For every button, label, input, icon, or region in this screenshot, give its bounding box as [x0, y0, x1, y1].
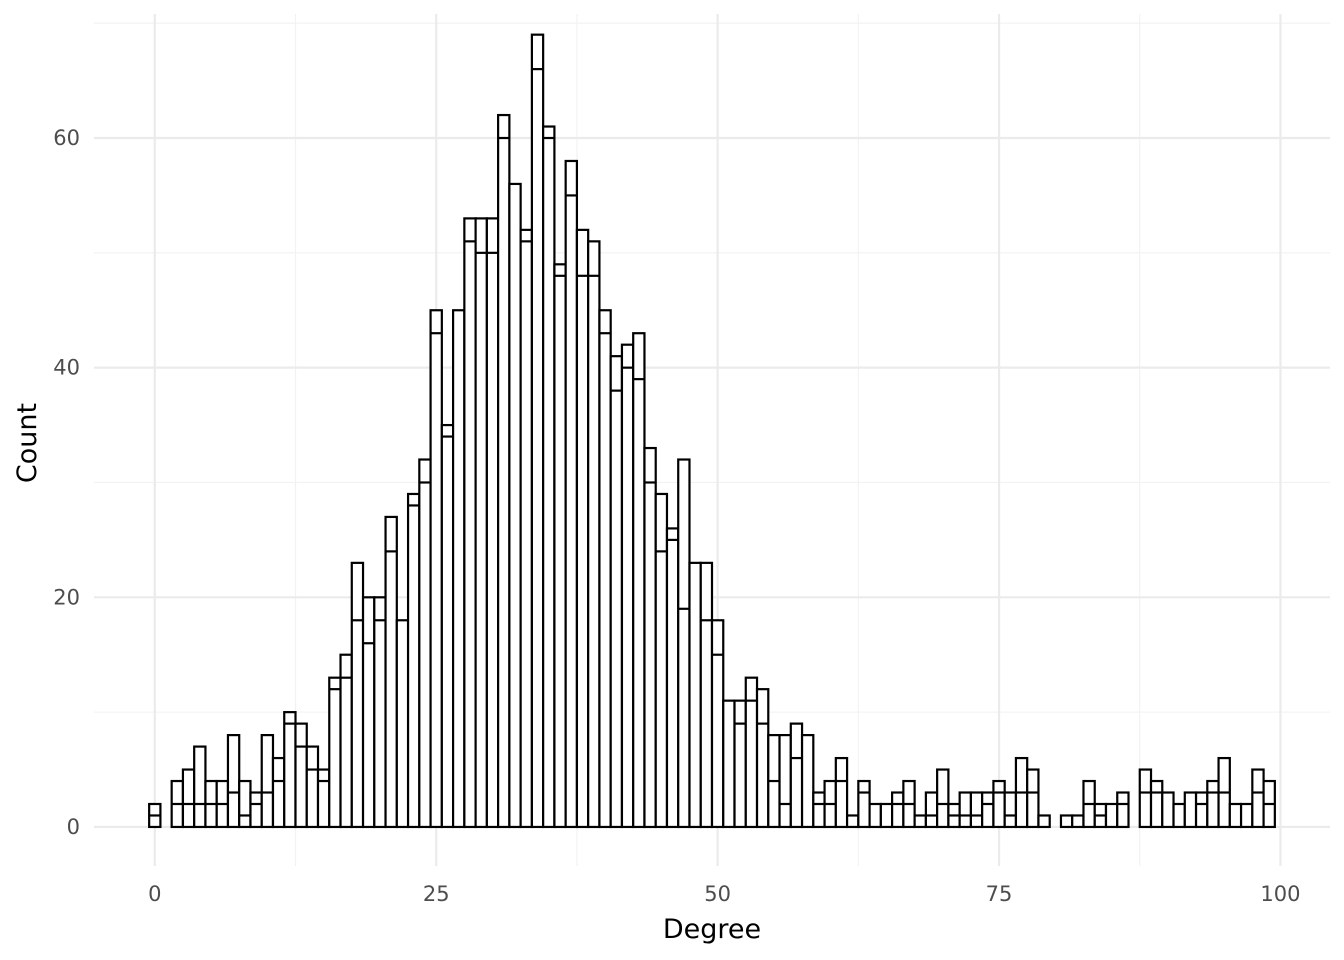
histogram-bar [936, 768, 950, 829]
histogram-bar [406, 492, 421, 829]
histogram-bar [373, 596, 387, 829]
histogram-bar [981, 791, 995, 829]
histogram-bar [474, 217, 488, 829]
histogram-bar [508, 182, 522, 829]
histogram-bars [148, 33, 1276, 829]
histogram-bar [1059, 814, 1074, 829]
histogram-bar [485, 217, 500, 829]
histogram-bar [924, 791, 939, 829]
histogram-bar [575, 228, 590, 829]
histogram-bar [283, 711, 297, 829]
histogram-bar [193, 745, 207, 829]
histogram-bar [553, 263, 567, 829]
histogram-bar [710, 619, 725, 829]
histogram-bar [812, 791, 826, 829]
histogram-bar [497, 113, 511, 829]
histogram-bar [542, 125, 556, 829]
histogram-bar [722, 699, 736, 829]
histogram-bar [350, 561, 365, 829]
histogram-bar [677, 458, 691, 829]
y-tick-label: 0 [67, 815, 80, 839]
histogram-bar [1138, 768, 1153, 829]
histogram-bar [1194, 791, 1209, 829]
histogram-bar [1239, 802, 1254, 829]
histogram-bar [778, 733, 792, 829]
histogram-bar [643, 446, 657, 829]
y-tick-label: 20 [53, 585, 80, 609]
histogram-bar [451, 309, 466, 829]
y-axis-tick-labels: 0 20 40 60 [53, 126, 80, 839]
histogram-bar [440, 423, 455, 829]
histogram-bar [305, 745, 320, 829]
histogram-bar [868, 802, 882, 829]
histogram-bar [654, 492, 669, 829]
x-tick-label: 75 [986, 882, 1013, 906]
histogram-bar [530, 33, 545, 829]
histogram-bar [339, 653, 353, 829]
histogram-bar [800, 733, 815, 829]
histogram-bar [857, 779, 871, 829]
histogram-bar [733, 699, 747, 829]
histogram-bar [992, 779, 1006, 829]
histogram-bar [1206, 779, 1220, 829]
histogram-bar [316, 768, 331, 829]
histogram-bar [361, 596, 376, 829]
histogram-bar [1161, 791, 1175, 829]
histogram-bar [789, 722, 804, 829]
y-axis-title: Count [12, 403, 43, 483]
histogram-bar [1037, 814, 1051, 829]
histogram-bar [1071, 814, 1085, 829]
x-tick-label: 0 [148, 882, 161, 906]
histogram-bar [564, 159, 579, 829]
histogram-bar [1228, 802, 1243, 829]
histogram-bar [620, 343, 635, 829]
histogram-bar [249, 791, 263, 829]
histogram-bar [1104, 802, 1119, 829]
histogram-bar [845, 814, 860, 829]
histogram-bar [891, 791, 905, 829]
x-axis-tick-labels: 0 25 50 75 100 [148, 882, 1300, 906]
histogram-bar [271, 756, 286, 829]
histogram-bar [688, 561, 702, 829]
histogram-bar [699, 561, 714, 829]
histogram-bar [384, 515, 398, 829]
histogram-bar [969, 791, 984, 829]
histogram-bar [1149, 779, 1164, 829]
histogram-bar [1251, 768, 1265, 829]
histogram-bar [260, 733, 275, 829]
x-axis-title: Degree [663, 914, 761, 945]
histogram-bar [834, 756, 849, 829]
histogram-bar [463, 217, 477, 829]
histogram-bar [395, 619, 410, 829]
histogram-bar [913, 814, 927, 829]
histogram-bar [418, 458, 432, 829]
histogram-bar [665, 527, 680, 829]
histogram-bar [1183, 791, 1198, 829]
histogram-bar [1026, 768, 1040, 829]
histogram-bar [879, 802, 894, 829]
histogram-bar [1116, 791, 1130, 829]
histogram-bar [238, 779, 252, 829]
histogram-bar [1003, 791, 1018, 829]
histogram-bar [958, 791, 973, 829]
histogram-bar [294, 722, 308, 829]
histogram-bar [1172, 802, 1186, 829]
x-tick-label: 100 [1260, 882, 1300, 906]
histogram-bar [181, 768, 196, 829]
x-tick-label: 50 [704, 882, 731, 906]
histogram-bar [609, 355, 624, 829]
x-tick-label: 25 [423, 882, 450, 906]
histogram-bar [519, 228, 533, 829]
histogram-bar [429, 309, 443, 829]
y-tick-label: 60 [53, 126, 80, 150]
histogram-bar [598, 309, 612, 829]
histogram-bar [632, 332, 646, 829]
histogram-bar [755, 688, 770, 829]
histogram-bar [587, 240, 601, 829]
histogram-bar [226, 733, 241, 829]
histogram-bar [328, 676, 342, 829]
y-tick-label: 40 [53, 356, 80, 380]
